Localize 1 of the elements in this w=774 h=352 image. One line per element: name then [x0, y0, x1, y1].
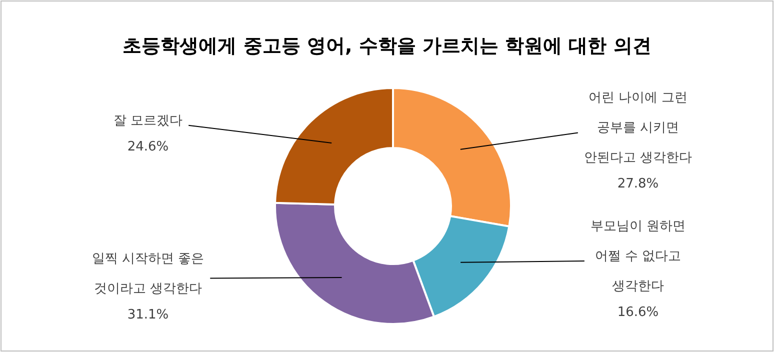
chart-title: 초등학생에게 중고등 영어, 수학을 가르치는 학원에 대한 의견 [122, 35, 652, 57]
